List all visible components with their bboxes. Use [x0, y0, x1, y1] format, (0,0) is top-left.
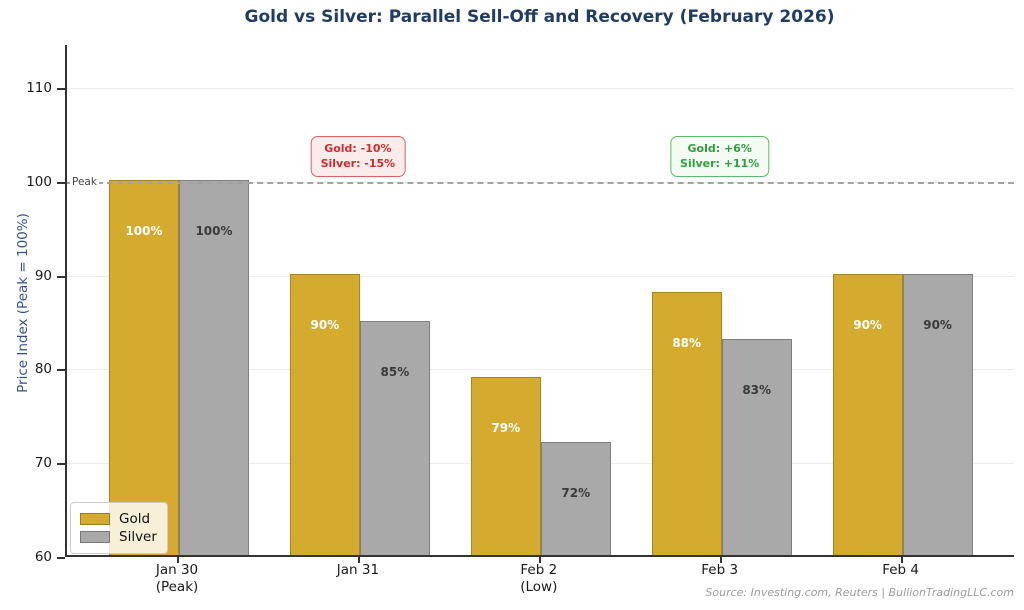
silver-bar-value-label: 85%: [380, 364, 410, 379]
silver-bar: 90%: [902, 273, 973, 555]
gold-bar-value-label: 100%: [125, 223, 163, 238]
x-tick-label: Feb 2 (Low): [520, 562, 558, 595]
y-axis-tick: [57, 463, 65, 466]
gold-bar-value-label: 90%: [310, 317, 340, 332]
gridline: [67, 88, 1014, 89]
x-axis-tick: [538, 557, 541, 563]
chart-title: Gold vs Silver: Parallel Sell-Off and Re…: [244, 7, 835, 27]
gold-bar: 88%: [651, 292, 722, 555]
silver-bar: 100%: [179, 179, 249, 555]
legend: Gold Silver: [70, 502, 168, 554]
legend-item-gold: Gold: [80, 510, 157, 528]
recovery-annotation-line-2: Silver: +11%: [680, 157, 760, 171]
silver-swatch-icon: [80, 531, 110, 543]
silver-bar: 85%: [359, 320, 430, 555]
legend-label-gold: Gold: [119, 511, 151, 527]
gold-bar: 100%: [109, 179, 179, 555]
x-tick-label: Jan 30 (Peak): [155, 562, 199, 595]
y-axis-tick: [57, 369, 65, 372]
silver-bar: 72%: [540, 442, 611, 555]
recovery-annotation: Gold: +6% Silver: +11%: [670, 136, 770, 177]
x-axis-tick: [177, 557, 179, 563]
x-tick-label: Feb 3: [701, 562, 739, 578]
x-axis-tick: [719, 557, 722, 563]
y-axis-tick: [57, 88, 65, 90]
gridline: [67, 369, 1014, 371]
plot-area: 100% 90% 79% 88% 90% 100% 85% 72% 83% 90% Peak: [65, 45, 1014, 557]
legend-item-silver: Silver: [80, 528, 157, 546]
peak-reference-line: [67, 181, 1014, 184]
gridline: [67, 275, 1014, 277]
x-tick-label: Jan 31: [336, 562, 380, 578]
y-tick-label: 110: [26, 80, 52, 96]
selloff-annotation: Gold: -10% Silver: -15%: [310, 136, 406, 177]
silver-bar-value-label: 72%: [561, 486, 591, 501]
selloff-annotation-line-2: Silver: -15%: [320, 157, 396, 171]
y-tick-label: 60: [34, 549, 52, 565]
y-tick-label: 90: [34, 267, 52, 284]
gold-swatch-icon: [80, 513, 110, 525]
gold-bar: 90%: [289, 273, 360, 555]
selloff-annotation-line-1: Gold: -10%: [324, 142, 392, 155]
peak-line-label: Peak: [70, 175, 99, 188]
y-axis-tick: [57, 275, 65, 278]
silver-bar-value-label: 90%: [923, 317, 952, 332]
gold-bar: 90%: [832, 273, 903, 555]
gold-bar: 79%: [470, 376, 541, 555]
silver-bar: 83%: [721, 339, 792, 555]
gold-bar-value-label: 88%: [672, 336, 702, 351]
gold-bar-value-label: 79%: [491, 420, 521, 435]
y-axis-tick: [57, 181, 65, 184]
legend-label-silver: Silver: [119, 529, 157, 545]
y-tick-label: 70: [34, 455, 52, 472]
x-axis-tick: [357, 557, 360, 563]
y-tick-label: 100: [26, 173, 52, 190]
silver-bar-value-label: 83%: [742, 383, 772, 398]
y-axis-tick: [57, 557, 65, 559]
y-tick-label: 80: [34, 361, 52, 378]
source-note: Source: Investing.com, Reuters | Bullion…: [705, 586, 1014, 599]
silver-bar-value-label: 100%: [195, 223, 233, 238]
x-axis-tick: [900, 557, 903, 563]
recovery-annotation-line-1: Gold: +6%: [687, 142, 752, 155]
x-tick-label: Feb 4: [882, 562, 919, 578]
gold-bar-value-label: 90%: [853, 317, 882, 332]
